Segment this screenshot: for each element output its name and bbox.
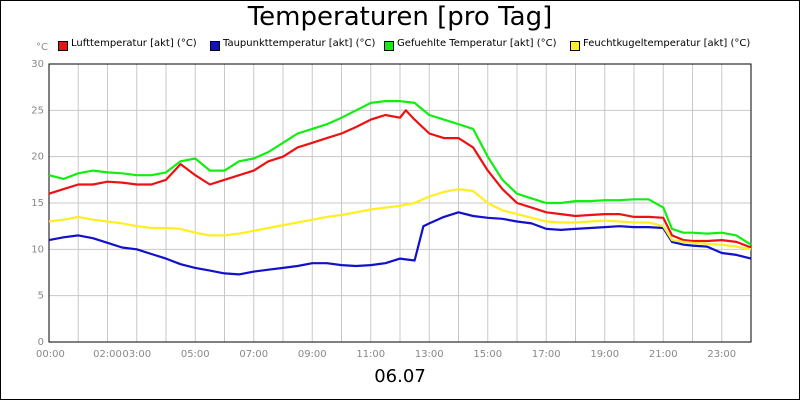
chart-title: Temperaturen [pro Tag]	[247, 2, 553, 32]
x-tick-label: 02:00	[93, 349, 122, 360]
x-tick-label: 03:00	[122, 349, 151, 360]
y-tick-label: 15	[31, 198, 44, 209]
x-tick-label: 05:00	[181, 349, 210, 360]
x-tick-label: 09:00	[298, 349, 327, 360]
series-line-2	[48, 99, 752, 246]
x-tick-label: 15:00	[473, 349, 502, 360]
y-tick-label: 25	[31, 105, 44, 116]
x-tick-label: 21:00	[649, 349, 678, 360]
x-tick-label: 11:00	[356, 349, 385, 360]
series-line-1	[48, 211, 752, 276]
legend-swatch	[58, 41, 68, 51]
x-tick-label: 19:00	[590, 349, 619, 360]
y-axis-unit: °C	[36, 42, 48, 53]
y-tick-label: 0	[38, 337, 44, 348]
legend-label: Lufttemperatur [akt] (°C)	[71, 38, 197, 49]
y-tick-label: 10	[31, 244, 44, 255]
x-tick-label: 00:00	[36, 349, 65, 360]
plot-border	[48, 63, 752, 343]
legend-label: Taupunkttemperatur [akt] (°C)	[223, 38, 376, 49]
y-tick-label: 20	[31, 152, 44, 163]
x-tick-label: 17:00	[532, 349, 561, 360]
legend-swatch	[384, 41, 394, 51]
x-axis-date-label: 06.07	[374, 366, 426, 387]
series-line-3	[48, 188, 752, 251]
x-tick-label: 07:00	[239, 349, 268, 360]
y-tick-label: 5	[38, 291, 44, 302]
legend-label: Feuchtkugeltemperatur [akt] (°C)	[583, 38, 751, 49]
y-tick-label: 30	[31, 59, 44, 70]
legend-swatch	[570, 41, 580, 51]
legend: Lufttemperatur [akt] (°C) Taupunkttemper…	[58, 38, 798, 54]
legend-label: Gefuehlte Temperatur [akt] (°C)	[397, 38, 557, 49]
x-tick-label: 23:00	[707, 349, 736, 360]
x-tick-label: 13:00	[415, 349, 444, 360]
series-line-0	[48, 109, 752, 249]
legend-swatch	[210, 41, 220, 51]
